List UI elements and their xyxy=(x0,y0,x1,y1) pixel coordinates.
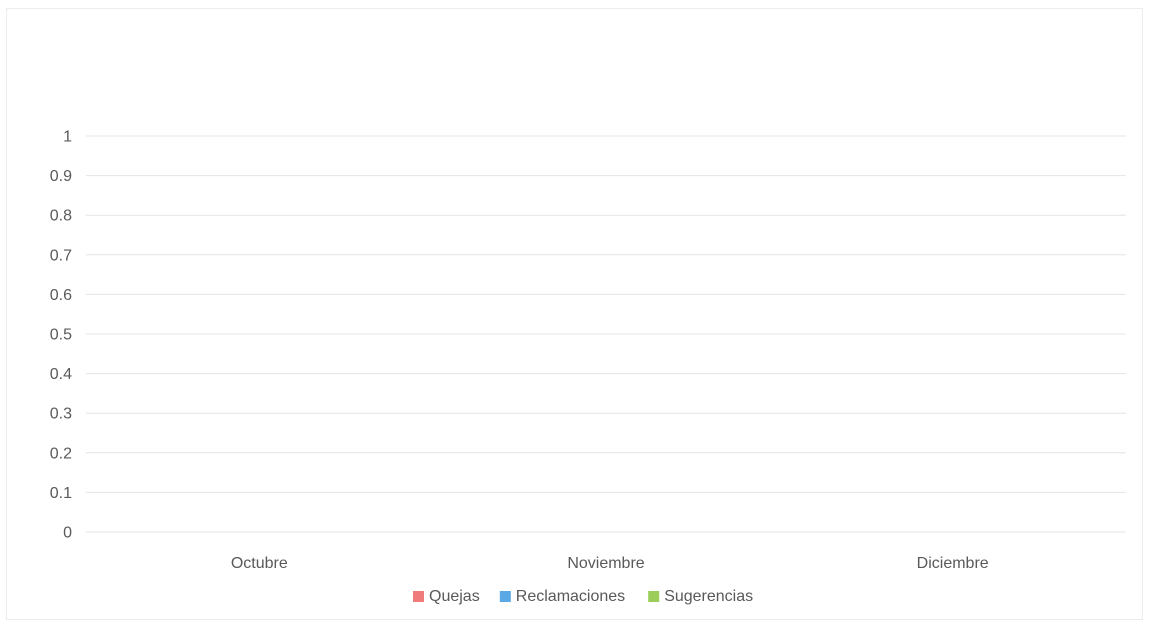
x-axis-category-labels: Octubre Noviembre Diciembre xyxy=(231,555,989,572)
y-tick-label: 0.3 xyxy=(50,406,72,423)
y-tick-label: 0.2 xyxy=(50,445,72,462)
legend-label-quejas: Quejas xyxy=(429,588,480,605)
y-tick-label: 0.4 xyxy=(50,366,72,383)
legend: Quejas Reclamaciones Sugerencias xyxy=(413,588,753,605)
y-axis-tick-labels: 0 0.1 0.2 0.3 0.4 0.5 0.6 0.7 0.8 0.9 1 xyxy=(50,129,72,542)
y-tick-label: 0.9 xyxy=(50,168,72,185)
legend-swatch-sugerencias xyxy=(648,591,660,602)
x-category-label: Noviembre xyxy=(567,555,644,572)
y-tick-label: 1 xyxy=(63,129,72,146)
y-tick-label: 0.6 xyxy=(50,287,72,304)
chart-frame xyxy=(6,8,1143,620)
legend-label-sugerencias: Sugerencias xyxy=(664,588,753,605)
gridlines xyxy=(86,135,1126,533)
y-tick-label: 0.8 xyxy=(50,208,72,225)
x-category-label: Octubre xyxy=(231,555,288,572)
y-tick-label: 0.1 xyxy=(50,485,72,502)
legend-label-reclamaciones: Reclamaciones xyxy=(516,588,625,605)
y-tick-label: 0.5 xyxy=(50,327,72,344)
y-tick-label: 0 xyxy=(63,525,72,542)
x-category-label: Diciembre xyxy=(917,555,989,572)
y-tick-label: 0.7 xyxy=(50,247,72,264)
legend-swatch-quejas xyxy=(413,591,424,602)
legend-swatch-reclamaciones xyxy=(499,591,511,602)
